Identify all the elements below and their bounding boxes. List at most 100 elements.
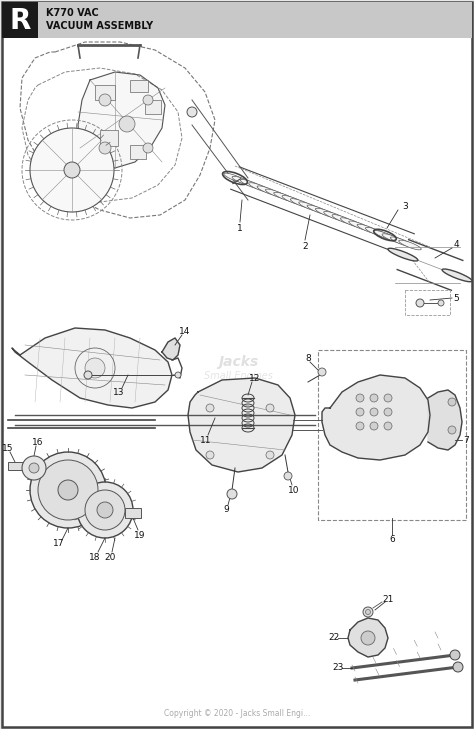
Text: 4: 4 (453, 240, 459, 249)
Circle shape (38, 460, 98, 520)
Text: 5: 5 (453, 294, 459, 303)
Polygon shape (188, 378, 295, 472)
Bar (130, 80, 148, 92)
Circle shape (85, 358, 105, 378)
Text: R: R (9, 7, 31, 35)
Bar (405, 290, 450, 315)
Bar (100, 130, 118, 146)
Text: 8: 8 (305, 354, 311, 362)
Circle shape (97, 502, 113, 518)
Text: 23: 23 (332, 663, 344, 672)
Circle shape (370, 422, 378, 430)
Circle shape (119, 116, 135, 132)
Circle shape (227, 489, 237, 499)
Ellipse shape (224, 173, 246, 183)
Bar (145, 100, 161, 114)
Circle shape (85, 490, 125, 530)
Polygon shape (78, 72, 165, 168)
Circle shape (143, 143, 153, 153)
Ellipse shape (315, 208, 338, 218)
Text: 1: 1 (237, 224, 243, 233)
Ellipse shape (240, 179, 263, 190)
Circle shape (356, 394, 364, 402)
Circle shape (175, 372, 181, 378)
Circle shape (30, 128, 114, 212)
Circle shape (450, 650, 460, 660)
Circle shape (99, 94, 111, 106)
Bar (95, 85, 115, 100)
Circle shape (84, 371, 92, 379)
Circle shape (284, 472, 292, 480)
Text: 3: 3 (402, 201, 408, 211)
Text: 15: 15 (2, 443, 14, 453)
Circle shape (356, 408, 364, 416)
Ellipse shape (332, 214, 355, 225)
Ellipse shape (299, 202, 321, 211)
Text: 19: 19 (134, 531, 146, 539)
Circle shape (370, 394, 378, 402)
Ellipse shape (232, 176, 255, 186)
Ellipse shape (374, 230, 396, 241)
Circle shape (438, 300, 444, 306)
Text: 11: 11 (200, 435, 212, 445)
Circle shape (365, 609, 371, 615)
Text: 9: 9 (223, 505, 229, 515)
Polygon shape (162, 338, 180, 360)
Text: 20: 20 (104, 553, 116, 563)
Circle shape (58, 480, 78, 500)
Circle shape (448, 426, 456, 434)
Circle shape (29, 463, 39, 473)
Circle shape (99, 142, 111, 154)
Circle shape (363, 607, 373, 617)
Text: 14: 14 (179, 327, 191, 335)
Text: 10: 10 (288, 486, 300, 494)
Polygon shape (322, 375, 430, 460)
Circle shape (206, 404, 214, 412)
Ellipse shape (442, 269, 472, 281)
Ellipse shape (274, 192, 296, 202)
Bar (2, 2, 472, 38)
Ellipse shape (324, 211, 346, 221)
Text: 17: 17 (53, 539, 65, 548)
Circle shape (64, 162, 80, 178)
Circle shape (266, 404, 274, 412)
Polygon shape (428, 390, 462, 450)
Ellipse shape (399, 240, 421, 250)
Circle shape (22, 456, 46, 480)
Circle shape (143, 95, 153, 105)
Circle shape (384, 394, 392, 402)
Circle shape (30, 452, 106, 528)
Circle shape (448, 398, 456, 406)
Bar (2, 2, 38, 38)
Circle shape (356, 422, 364, 430)
Text: 7: 7 (463, 435, 469, 445)
Circle shape (370, 408, 378, 416)
Circle shape (318, 368, 326, 376)
Ellipse shape (282, 195, 305, 206)
Text: Jacks: Jacks (218, 355, 258, 369)
Ellipse shape (388, 249, 418, 261)
Text: 6: 6 (389, 536, 395, 545)
Circle shape (416, 299, 424, 307)
Ellipse shape (365, 227, 388, 237)
Bar (130, 145, 146, 159)
Ellipse shape (391, 237, 413, 246)
Circle shape (206, 451, 214, 459)
Text: 21: 21 (383, 595, 394, 604)
Ellipse shape (349, 221, 371, 231)
Circle shape (187, 107, 197, 117)
Text: Copyright © 2020 - Jacks Small Engi...: Copyright © 2020 - Jacks Small Engi... (164, 709, 310, 719)
Circle shape (77, 482, 133, 538)
Text: 13: 13 (113, 388, 125, 397)
Ellipse shape (249, 183, 271, 192)
Circle shape (266, 451, 274, 459)
Ellipse shape (340, 218, 363, 227)
Circle shape (384, 422, 392, 430)
Ellipse shape (291, 198, 313, 208)
Text: 18: 18 (89, 553, 101, 561)
Ellipse shape (357, 224, 380, 234)
Ellipse shape (265, 189, 288, 199)
Text: 2: 2 (302, 241, 308, 251)
Bar (318, 350, 466, 520)
Text: 16: 16 (32, 437, 44, 446)
